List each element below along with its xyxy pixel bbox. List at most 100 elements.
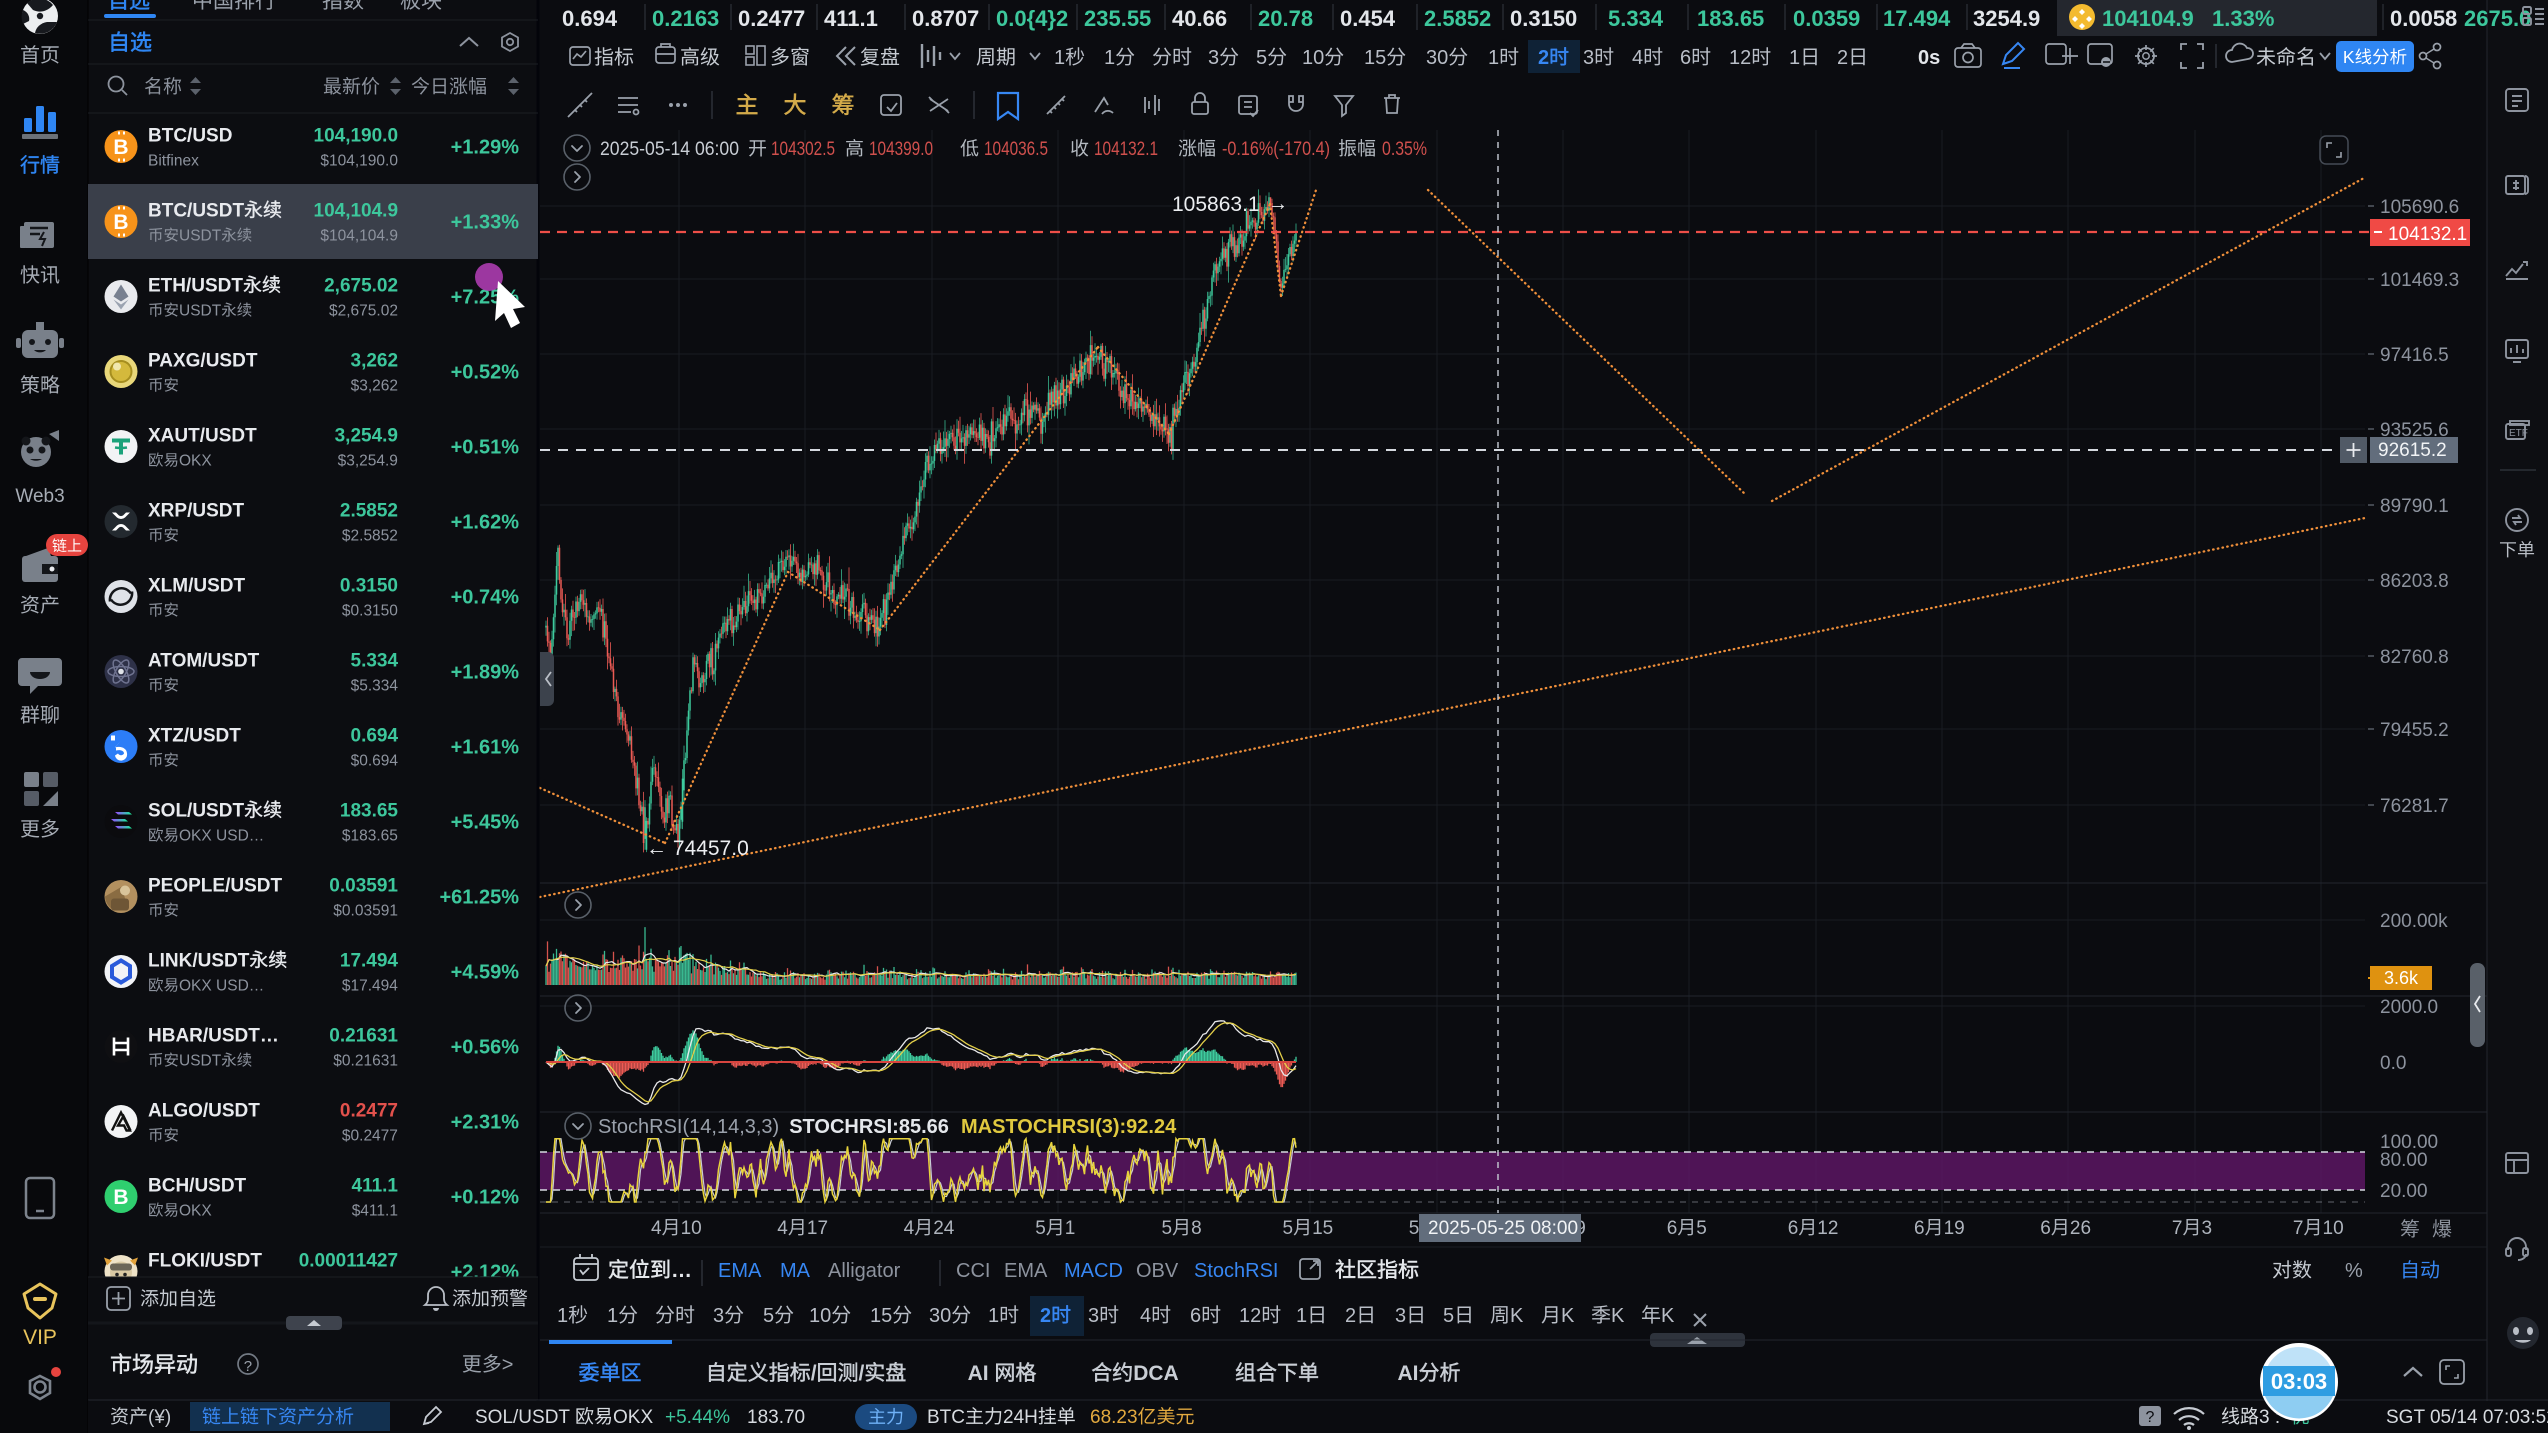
svg-text:26: 26 xyxy=(2070,1218,2091,1239)
svg-text:0.454: 0.454 xyxy=(1340,6,1396,31)
svg-text:0.8707: 0.8707 xyxy=(912,6,979,31)
svg-text:183.70: 183.70 xyxy=(747,1407,805,1428)
svg-text:0.03591: 0.03591 xyxy=(329,876,398,897)
svg-text:K: K xyxy=(1611,1305,1625,1327)
svg-text:OBV: OBV xyxy=(1136,1260,1179,1282)
svg-text:BTC: BTC xyxy=(927,1407,965,1428)
svg-text:4: 4 xyxy=(1140,1305,1151,1327)
svg-text:80.00: 80.00 xyxy=(2380,1150,2428,1171)
svg-text:3,262: 3,262 xyxy=(351,351,399,372)
svg-text:2000.0: 2000.0 xyxy=(2380,997,2438,1018)
svg-text:40.66: 40.66 xyxy=(1172,6,1227,31)
svg-text:$3,262: $3,262 xyxy=(351,378,398,395)
svg-text:$2,675.02: $2,675.02 xyxy=(329,303,398,320)
svg-text:6: 6 xyxy=(1914,1218,1925,1239)
svg-text:30: 30 xyxy=(929,1305,951,1327)
svg-text:2.5852: 2.5852 xyxy=(1424,6,1491,31)
svg-text:$0.03591: $0.03591 xyxy=(333,903,398,920)
svg-text:3.6k: 3.6k xyxy=(2384,968,2419,988)
svg-text:104132.1: 104132.1 xyxy=(2388,224,2467,245)
svg-text:8: 8 xyxy=(1191,1218,1202,1239)
svg-text:+0.52%: +0.52% xyxy=(451,362,520,384)
svg-text:+1.33%: +1.33% xyxy=(451,212,520,234)
svg-text:VIP: VIP xyxy=(23,1326,57,1349)
svg-text:ATOM/USDT: ATOM/USDT xyxy=(148,651,260,672)
svg-text:← 74457.0: ← 74457.0 xyxy=(646,837,749,860)
svg-text:1: 1 xyxy=(1296,1305,1307,1327)
svg-text:0.2477: 0.2477 xyxy=(340,1101,398,1122)
svg-text:OKX USD…: OKX USD… xyxy=(179,978,264,995)
svg-text:0.35%: 0.35% xyxy=(1382,139,1427,160)
svg-text:BTC/USD: BTC/USD xyxy=(148,126,232,147)
svg-text:6: 6 xyxy=(2040,1218,2051,1239)
svg-text:5: 5 xyxy=(1283,1218,1294,1239)
svg-text:2.5852: 2.5852 xyxy=(340,501,398,522)
svg-text:0.694: 0.694 xyxy=(562,6,618,31)
svg-text:79455.2: 79455.2 xyxy=(2380,720,2449,741)
svg-text:6: 6 xyxy=(1667,1218,1678,1239)
svg-text:5: 5 xyxy=(1035,1218,1046,1239)
svg-text:0.3150: 0.3150 xyxy=(1510,6,1577,31)
svg-text:6: 6 xyxy=(1190,1305,1201,1327)
svg-text:24: 24 xyxy=(933,1218,955,1239)
svg-text:$104,190.0: $104,190.0 xyxy=(320,153,398,170)
svg-text:92615.2: 92615.2 xyxy=(2378,440,2447,461)
svg-text:BTC/USDT: BTC/USDT xyxy=(148,201,244,222)
svg-text:4: 4 xyxy=(904,1218,915,1239)
svg-text:+0.56%: +0.56% xyxy=(451,1037,520,1059)
svg-text:03:03: 03:03 xyxy=(2271,1369,2327,1394)
svg-text:12: 12 xyxy=(1239,1305,1261,1327)
svg-text:OKX: OKX xyxy=(613,1407,653,1428)
svg-text:ETH/USDT: ETH/USDT xyxy=(148,276,243,297)
svg-text:76281.7: 76281.7 xyxy=(2380,796,2449,817)
svg-text:$0.21631: $0.21631 xyxy=(333,1053,398,1070)
svg-text:15: 15 xyxy=(1312,1218,1333,1239)
svg-text:SOL/USDT: SOL/USDT xyxy=(148,801,244,822)
svg-text:3254.9: 3254.9 xyxy=(1973,6,2040,31)
svg-text:3: 3 xyxy=(1395,1305,1406,1327)
svg-text:?: ? xyxy=(244,1358,252,1375)
svg-text:183.65: 183.65 xyxy=(1697,6,1764,31)
svg-text:B: B xyxy=(113,136,128,159)
svg-text:Web3: Web3 xyxy=(15,486,64,507)
svg-text:5: 5 xyxy=(1443,1305,1454,1327)
svg-text:6: 6 xyxy=(1788,1218,1799,1239)
svg-text:104,190.0: 104,190.0 xyxy=(314,126,399,147)
svg-text:104,104.9: 104,104.9 xyxy=(314,201,399,222)
svg-text:30: 30 xyxy=(1426,47,1448,69)
svg-text:0.2477: 0.2477 xyxy=(738,6,805,31)
svg-text:+1.62%: +1.62% xyxy=(451,512,520,534)
svg-text:HBAR/USDT…: HBAR/USDT… xyxy=(148,1026,279,1047)
svg-text:ETF: ETF xyxy=(2509,428,2528,439)
svg-text:2,675.02: 2,675.02 xyxy=(324,276,398,297)
svg-text:5.334: 5.334 xyxy=(351,651,399,672)
svg-text:+1.61%: +1.61% xyxy=(451,737,520,759)
svg-text:183.65: 183.65 xyxy=(340,801,399,822)
svg-text:105863.1: 105863.1 xyxy=(1172,193,1260,216)
svg-text:1: 1 xyxy=(557,1305,568,1327)
svg-text:89790.1: 89790.1 xyxy=(2380,496,2449,517)
svg-text:0.00011427: 0.00011427 xyxy=(299,1251,398,1272)
svg-text:AI: AI xyxy=(1398,1362,1419,1385)
svg-text:1: 1 xyxy=(1054,47,1065,69)
svg-text:5: 5 xyxy=(1162,1218,1173,1239)
svg-text:$17.494: $17.494 xyxy=(342,978,398,995)
svg-text:K: K xyxy=(1561,1305,1575,1327)
svg-text:K: K xyxy=(2343,47,2355,67)
svg-text:3: 3 xyxy=(1208,47,1219,69)
svg-text:$411.1: $411.1 xyxy=(352,1203,398,1220)
svg-text:2: 2 xyxy=(1538,47,1549,69)
svg-text:EMA: EMA xyxy=(718,1260,762,1282)
svg-text:0.0{4}2: 0.0{4}2 xyxy=(996,6,1068,31)
svg-text:1: 1 xyxy=(1488,47,1499,69)
svg-text:+1.89%: +1.89% xyxy=(451,662,520,684)
svg-text:15: 15 xyxy=(870,1305,892,1327)
svg-text:104399.0: 104399.0 xyxy=(869,139,933,160)
svg-text:1: 1 xyxy=(1065,1218,1076,1239)
svg-text:-0.16%(-170.4): -0.16%(-170.4) xyxy=(1222,139,1330,160)
svg-text:StochRSI(14,14,3,3): StochRSI(14,14,3,3) xyxy=(598,1116,779,1138)
svg-text:5: 5 xyxy=(1696,1218,1707,1239)
svg-text:1.33%: 1.33% xyxy=(2212,6,2274,31)
svg-text:2025-05-25 08:00: 2025-05-25 08:00 xyxy=(1428,1218,1578,1239)
svg-text:XTZ/USDT: XTZ/USDT xyxy=(148,726,241,747)
